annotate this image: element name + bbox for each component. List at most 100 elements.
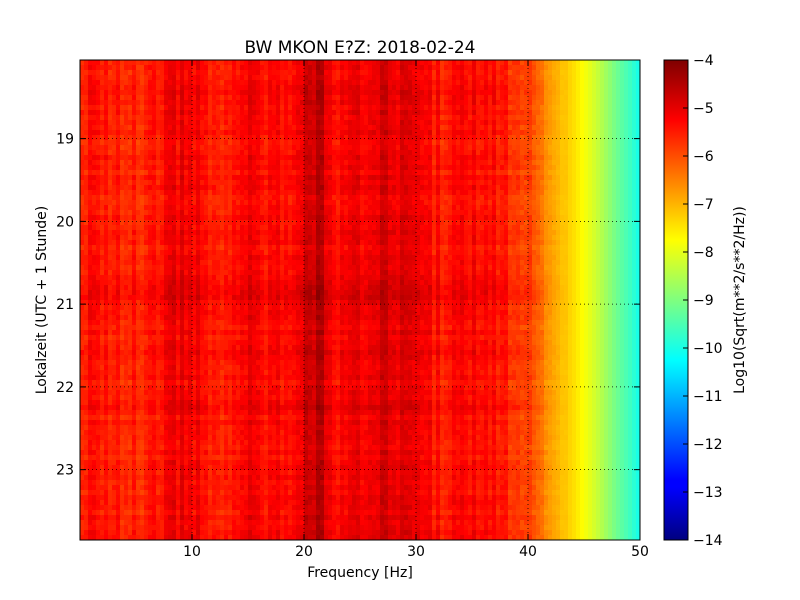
heatmap-cell xyxy=(132,80,137,86)
heatmap-cell xyxy=(516,215,521,221)
heatmap-cell xyxy=(368,145,373,151)
heatmap-cell xyxy=(556,100,561,106)
heatmap-cell xyxy=(572,115,577,121)
heatmap-cell xyxy=(272,95,277,101)
heatmap-cell xyxy=(416,100,421,106)
heatmap-cell xyxy=(236,85,241,91)
heatmap-cell xyxy=(112,225,117,231)
heatmap-cell xyxy=(492,205,497,211)
heatmap-cell xyxy=(428,175,433,181)
heatmap-cell xyxy=(164,210,169,216)
heatmap-cell xyxy=(188,205,193,211)
heatmap-cell xyxy=(616,225,621,231)
heatmap-cell xyxy=(324,225,329,231)
heatmap-cell xyxy=(440,225,445,231)
heatmap-cell xyxy=(164,60,169,66)
heatmap-cell xyxy=(556,190,561,196)
heatmap-cell xyxy=(432,165,437,171)
heatmap-cell xyxy=(544,210,549,216)
heatmap-cell xyxy=(464,110,469,116)
heatmap-cell xyxy=(288,75,293,81)
heatmap-cell xyxy=(128,60,133,66)
heatmap-cell xyxy=(540,210,545,216)
heatmap-cell xyxy=(312,80,317,86)
heatmap-cell xyxy=(608,70,613,76)
heatmap-cell xyxy=(332,175,337,181)
heatmap-cell xyxy=(260,235,265,241)
heatmap-cell xyxy=(404,185,409,191)
heatmap-cell xyxy=(360,105,365,111)
heatmap-cell xyxy=(88,135,93,141)
heatmap-cell xyxy=(572,200,577,206)
heatmap-cell xyxy=(172,230,177,236)
heatmap-cell xyxy=(572,65,577,71)
heatmap-cell xyxy=(600,65,605,71)
heatmap-cell xyxy=(172,215,177,221)
heatmap-cell xyxy=(360,70,365,76)
heatmap-cell xyxy=(168,190,173,196)
heatmap-cell xyxy=(564,215,569,221)
heatmap-cell xyxy=(504,205,509,211)
heatmap-cell xyxy=(448,195,453,201)
heatmap-cell xyxy=(100,110,105,116)
heatmap-cell xyxy=(620,130,625,136)
heatmap-cell xyxy=(596,75,601,81)
heatmap-cell xyxy=(536,85,541,91)
heatmap-cell xyxy=(140,185,145,191)
heatmap-cell xyxy=(80,185,85,191)
heatmap-cell xyxy=(412,190,417,196)
heatmap-cell xyxy=(232,160,237,166)
heatmap-cell xyxy=(604,180,609,186)
heatmap-cell xyxy=(112,115,117,121)
heatmap-cell xyxy=(256,140,261,146)
heatmap-cell xyxy=(248,165,253,171)
heatmap-cell xyxy=(584,115,589,121)
heatmap-cell xyxy=(116,60,121,66)
heatmap-cell xyxy=(524,150,529,156)
heatmap-cell xyxy=(100,235,105,241)
heatmap-cell xyxy=(544,145,549,151)
heatmap-cell xyxy=(572,75,577,81)
heatmap-cell xyxy=(308,160,313,166)
heatmap-cell xyxy=(168,130,173,136)
heatmap-cell xyxy=(348,210,353,216)
heatmap-cell xyxy=(332,140,337,146)
heatmap-cell xyxy=(84,70,89,76)
heatmap-cell xyxy=(460,85,465,91)
heatmap-cell xyxy=(248,195,253,201)
heatmap-cell xyxy=(556,95,561,101)
heatmap-cell xyxy=(120,220,125,226)
heatmap-cell xyxy=(96,80,101,86)
heatmap-cell xyxy=(320,135,325,141)
heatmap-cell xyxy=(548,170,553,176)
heatmap-cell xyxy=(260,195,265,201)
heatmap-cell xyxy=(500,170,505,176)
heatmap-cell xyxy=(192,155,197,161)
heatmap-cell xyxy=(136,195,141,201)
heatmap-cell xyxy=(568,135,573,141)
heatmap-cell xyxy=(152,195,157,201)
heatmap-cell xyxy=(124,110,129,116)
heatmap-cell xyxy=(180,235,185,241)
heatmap-cell xyxy=(256,155,261,161)
heatmap-cell xyxy=(312,175,317,181)
heatmap-cell xyxy=(124,125,129,131)
heatmap-cell xyxy=(304,140,309,146)
heatmap-cell xyxy=(384,85,389,91)
heatmap-cell xyxy=(288,110,293,116)
heatmap-cell xyxy=(264,155,269,161)
heatmap-cell xyxy=(392,135,397,141)
heatmap-cell xyxy=(100,200,105,206)
heatmap-cell xyxy=(320,75,325,81)
heatmap-cell xyxy=(156,120,161,126)
heatmap-cell xyxy=(580,195,585,201)
heatmap-cell xyxy=(572,135,577,141)
heatmap-cell xyxy=(596,80,601,86)
heatmap-cell xyxy=(520,85,525,91)
heatmap-cell xyxy=(176,60,181,66)
heatmap-cell xyxy=(596,105,601,111)
heatmap-cell xyxy=(128,100,133,106)
heatmap-cell xyxy=(452,150,457,156)
heatmap-cell xyxy=(612,145,617,151)
heatmap-cell xyxy=(100,205,105,211)
